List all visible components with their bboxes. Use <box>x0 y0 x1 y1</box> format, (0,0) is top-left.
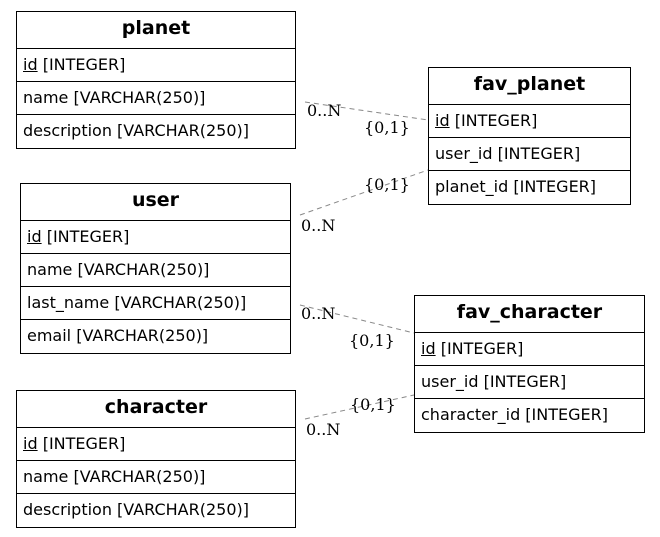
rel-line <box>304 394 415 420</box>
rel-line <box>299 169 429 216</box>
pk-label: id <box>23 55 38 74</box>
entity-planet[interactable]: planet id [INTEGER] name [VARCHAR(250)] … <box>16 11 296 149</box>
cardinality-from: 0..N <box>301 216 335 235</box>
entity-title: fav_character <box>415 296 644 333</box>
cardinality-from: 0..N <box>307 101 341 120</box>
rel-line <box>299 304 415 334</box>
field-user-id: user_id [INTEGER] <box>415 366 644 399</box>
field-id: id [INTEGER] <box>21 221 290 254</box>
field-email: email [VARCHAR(250)] <box>27 326 209 345</box>
entity-title: planet <box>17 12 295 49</box>
entity-user[interactable]: user id [INTEGER] name [VARCHAR(250)] la… <box>20 183 291 354</box>
field-description: description [VARCHAR(250)] <box>23 121 250 140</box>
field-type: [INTEGER] <box>41 227 130 246</box>
field-type: [INTEGER] <box>37 434 126 453</box>
pk-label: id <box>421 339 436 358</box>
field-user-id: user_id [INTEGER] <box>429 138 630 171</box>
rel-planet-fav-planet: 0..N {0,1} <box>304 101 429 137</box>
field-id: id [INTEGER] <box>17 49 295 82</box>
rel-line <box>304 101 429 121</box>
field-name: name [VARCHAR(250)] <box>17 461 295 494</box>
rel-user-fav-planet: 0..N {0,1} <box>299 169 429 235</box>
field-name: name [VARCHAR(250)] <box>21 254 290 287</box>
cardinality-from: 0..N <box>301 304 335 323</box>
entity-title: user <box>21 184 290 221</box>
pk-label: id <box>435 111 450 130</box>
entity-title: character <box>17 391 295 428</box>
pk-label: id <box>27 227 42 246</box>
field-id: id [INTEGER] <box>17 428 295 461</box>
field-name: name [VARCHAR(250)] <box>17 82 295 115</box>
entity-character[interactable]: character id [INTEGER] name [VARCHAR(250… <box>16 390 296 528</box>
field-type: [INTEGER] <box>449 111 538 130</box>
pk-label: id <box>23 434 38 453</box>
cardinality-to: {0,1} <box>350 395 396 414</box>
field-id: id [INTEGER] <box>429 105 630 138</box>
field-last-name: last_name [VARCHAR(250)] <box>21 287 290 320</box>
cardinality-to: {0,1} <box>349 331 395 350</box>
entity-fav-character[interactable]: fav_character id [INTEGER] user_id [INTE… <box>414 295 645 433</box>
field-character-id: character_id [INTEGER] <box>421 405 608 424</box>
entity-fav-planet[interactable]: fav_planet id [INTEGER] user_id [INTEGER… <box>428 67 631 205</box>
field-type: [INTEGER] <box>37 55 126 74</box>
cardinality-to: {0,1} <box>364 175 410 194</box>
field-description: description [VARCHAR(250)] <box>23 500 250 519</box>
field-type: [INTEGER] <box>435 339 524 358</box>
rel-character-fav-character: 0..N {0,1} <box>304 394 415 439</box>
field-planet-id: planet_id [INTEGER] <box>435 177 597 196</box>
entity-title: fav_planet <box>429 68 630 105</box>
cardinality-from: 0..N <box>306 420 340 439</box>
cardinality-to: {0,1} <box>364 118 410 137</box>
field-id: id [INTEGER] <box>415 333 644 366</box>
rel-user-fav-character: 0..N {0,1} <box>299 304 415 350</box>
